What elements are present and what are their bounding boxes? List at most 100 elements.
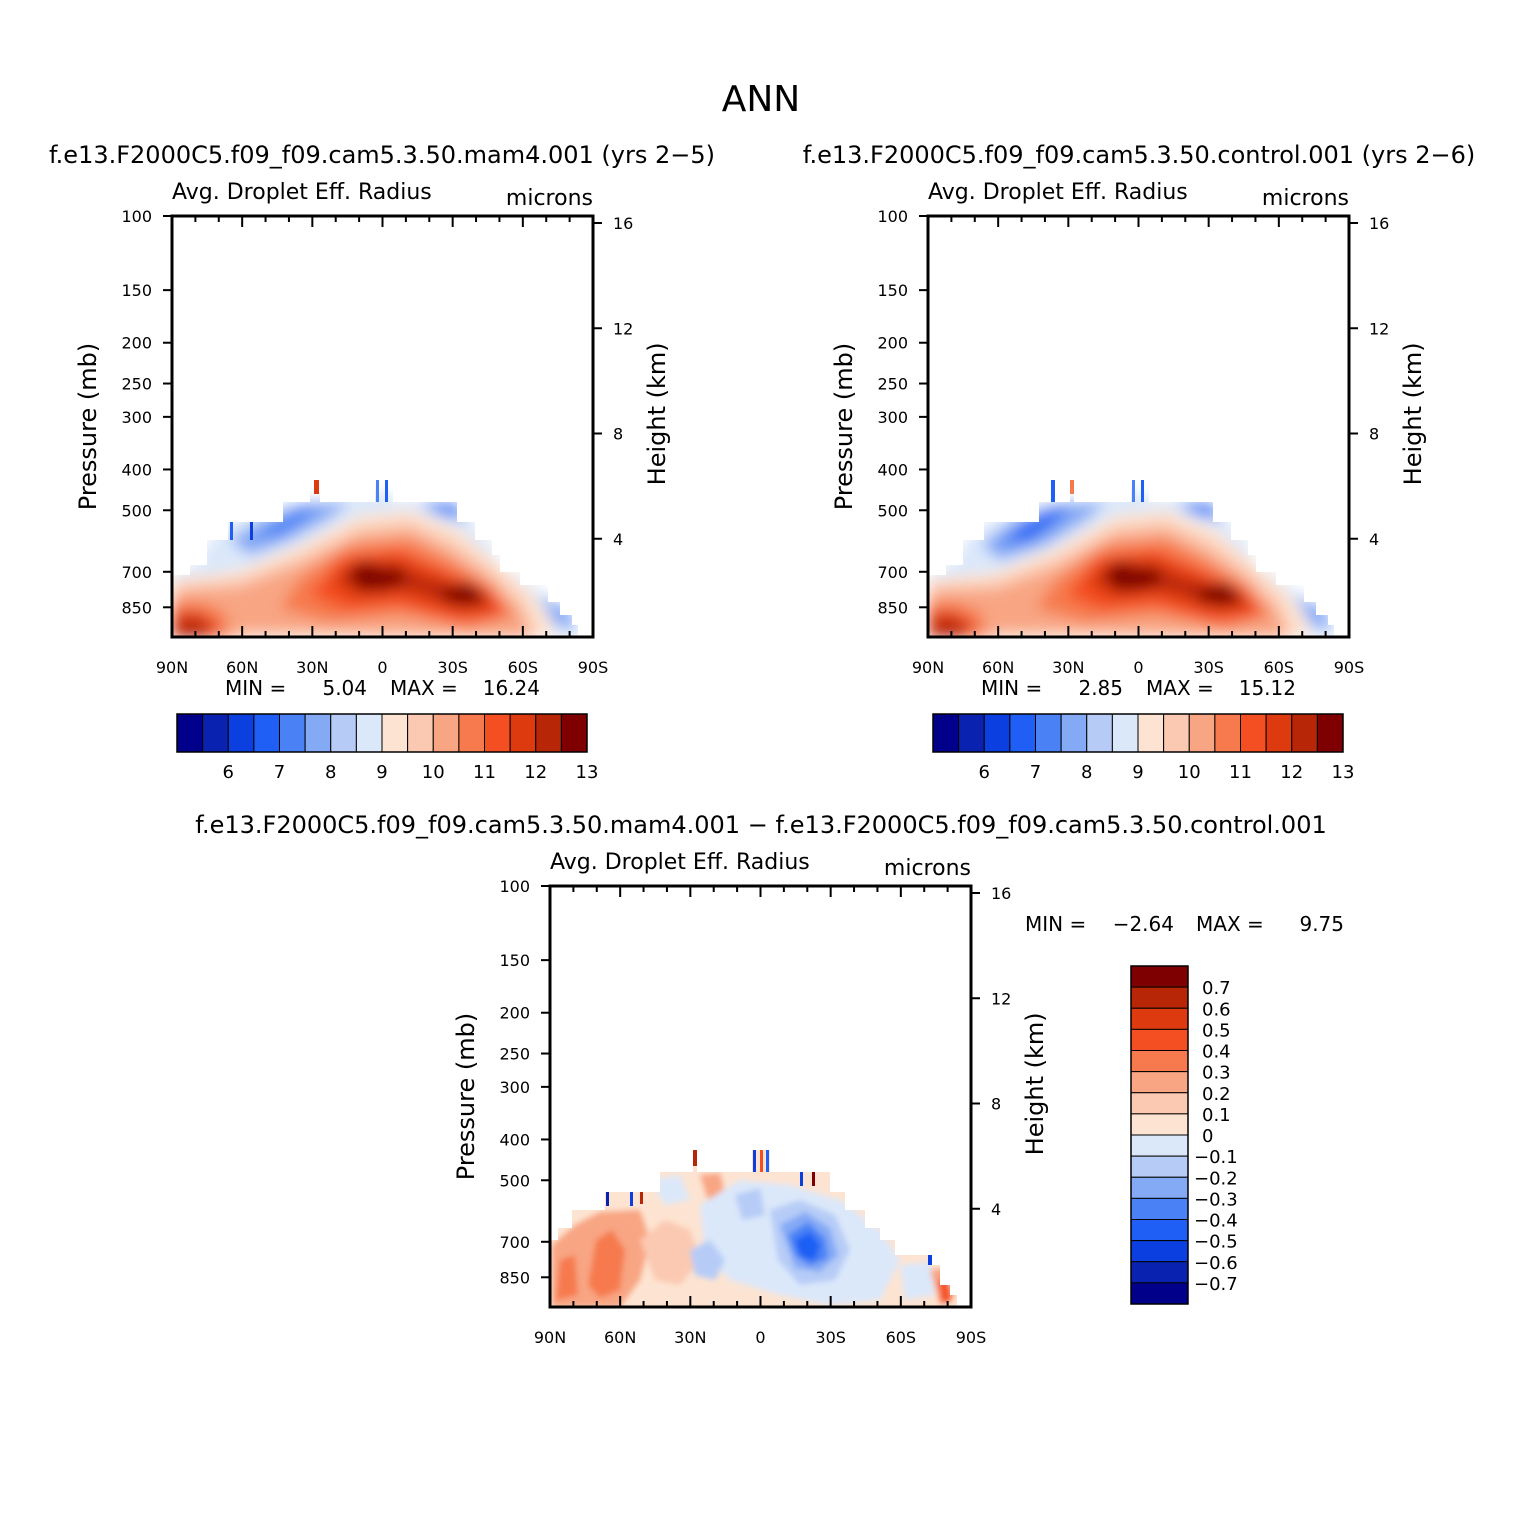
x-tick-label: 90S — [956, 1328, 987, 1347]
height-tick-label: 8 — [991, 1095, 1001, 1114]
field-a-blue-1 — [230, 502, 350, 555]
pressure-tick-label: 500 — [121, 501, 152, 520]
field-a-spike-3 — [385, 480, 388, 502]
field-c-spike-10 — [928, 1255, 932, 1265]
colorbar-swatch — [1240, 713, 1267, 753]
height-tick-label: 16 — [991, 884, 1011, 903]
colorbar-swatch — [958, 713, 985, 753]
colorbar-swatch — [1214, 713, 1241, 753]
pressure-axis-label: Pressure (mb) — [830, 343, 858, 510]
field-c-spike-3 — [760, 1150, 763, 1172]
panel-a-axes: 100 150 200 250 300 400 500 700 850 16 12 8 4 90N 60N 3… — [74, 180, 671, 677]
colorbar-tick-label: 13 — [576, 762, 599, 783]
colorbar-tick-label: 0.2 — [1202, 1084, 1231, 1105]
field-c-spike-2 — [753, 1150, 756, 1172]
height-tick-label: 16 — [1369, 214, 1389, 233]
colorbar-swatch — [1130, 1240, 1189, 1263]
panel-a-min-label: MIN = — [225, 676, 286, 700]
colorbar-swatch — [1130, 1197, 1189, 1220]
x-tick-label: 0 — [1133, 658, 1143, 677]
x-tick-label: 60N — [226, 658, 258, 677]
variable-label: Avg. Droplet Eff. Radius — [172, 180, 432, 205]
colorbar-swatch — [1163, 713, 1190, 753]
colorbar-swatch — [1060, 713, 1088, 753]
colorbar-tick-label: 10 — [422, 762, 445, 783]
field-c-warm-3 — [556, 1255, 578, 1300]
panel-c-max-value: 9.75 — [1299, 912, 1344, 936]
colorbar-tick-label: 9 — [376, 762, 387, 783]
x-tick-label: 60N — [982, 658, 1014, 677]
x-tick-label: 30N — [674, 1328, 706, 1347]
panel-b-max-label: MAX = — [1146, 676, 1214, 700]
field-a-core-1 — [348, 560, 408, 590]
panel-b-subtitle: f.e13.F2000C5.f09_f09.cam5.3.50.control.… — [803, 141, 1476, 169]
figure-title: ANN — [722, 79, 801, 120]
panel-c-field — [550, 886, 971, 1307]
x-tick-label: 90S — [578, 658, 609, 677]
panel-a-subtitle: f.e13.F2000C5.f09_f09.cam5.3.50.mam4.001… — [49, 141, 715, 169]
field-c-spike-9 — [812, 1172, 815, 1186]
colorbar-tick-label: 13 — [1332, 762, 1355, 783]
pressure-tick-label: 100 — [499, 877, 530, 896]
colorbar-tick-label: 12 — [524, 762, 547, 783]
colorbar-swatch — [1130, 965, 1189, 988]
colorbar-c: 0.70.60.50.40.30.20.10−0.1−0.2−0.3−0.4−0… — [1130, 965, 1238, 1305]
colorbar-tick-label: 0.4 — [1202, 1042, 1231, 1063]
colorbar-swatch — [1291, 713, 1318, 753]
field-c-spike-8 — [800, 1172, 803, 1186]
field-c-mask-topography — [550, 886, 971, 1307]
colorbar-tick-label: 6 — [223, 762, 234, 783]
x-tick-label: 30S — [1193, 658, 1224, 677]
colorbar-tick-label: 9 — [1132, 762, 1143, 783]
field-b-core-2 — [1196, 582, 1244, 606]
x-tick-label: 0 — [755, 1328, 765, 1347]
pressure-tick-label: 150 — [121, 281, 152, 300]
field-b-core-1 — [1104, 560, 1164, 590]
height-tick-label: 12 — [613, 319, 633, 338]
colorbar-swatch — [1137, 713, 1165, 753]
colorbar-swatch — [304, 713, 332, 753]
height-axis-label: Height (km) — [1021, 1012, 1049, 1155]
colorbar-tick-label: 0 — [1202, 1126, 1213, 1147]
field-a-spike-5 — [250, 522, 253, 540]
field-b-low-4 — [931, 620, 966, 637]
colorbar-tick-label: 10 — [1178, 762, 1201, 783]
colorbar-swatch — [330, 713, 357, 753]
colorbar-tick-label: 0.5 — [1202, 1020, 1231, 1041]
panel-b-min-value: 2.85 — [1078, 676, 1123, 700]
field-b-spike-1 — [1051, 480, 1055, 502]
panel-b-field — [928, 216, 1349, 637]
colorbar-swatch — [1130, 1219, 1189, 1242]
units-label: microns — [1262, 186, 1349, 211]
field-a-core-2 — [440, 582, 488, 606]
panel-a-max-value: 16.24 — [483, 676, 540, 700]
height-axis-label: Height (km) — [1399, 342, 1427, 485]
colorbar-swatch — [1130, 1071, 1189, 1094]
field-a-blue-4 — [540, 595, 578, 630]
pressure-tick-label: 200 — [877, 334, 908, 353]
colorbar-swatch — [1130, 1155, 1189, 1178]
colorbar-swatch — [202, 713, 229, 753]
pressure-tick-label: 500 — [877, 501, 908, 520]
colorbar-tick-label: 7 — [274, 762, 285, 783]
field-a-blue-2 — [255, 503, 320, 538]
x-tick-label: 90N — [534, 1328, 566, 1347]
pressure-tick-label: 850 — [499, 1268, 530, 1287]
colorbar-swatch — [932, 713, 960, 753]
diff-title: f.e13.F2000C5.f09_f09.cam5.3.50.mam4.001… — [195, 811, 1326, 839]
field-c-warm-6 — [700, 1173, 725, 1200]
pressure-tick-label: 300 — [121, 408, 152, 427]
colorbar-b: 6 7 8 9 10 11 12 13 — [932, 713, 1355, 783]
colorbar-tick-label: 6 — [979, 762, 990, 783]
colorbar-tick-label: 0.1 — [1202, 1105, 1231, 1126]
x-tick-label: 90N — [912, 658, 944, 677]
colorbar-tick-label: 0.6 — [1202, 999, 1231, 1020]
colorbar-swatch — [432, 713, 460, 753]
colorbar-swatch — [253, 713, 280, 753]
pressure-tick-label: 100 — [121, 207, 152, 226]
pressure-tick-label: 250 — [499, 1045, 530, 1064]
panel-a: 100 150 200 250 300 400 500 700 850 16 12 8 4 90N 60N 3… — [74, 180, 671, 677]
units-label: microns — [506, 186, 593, 211]
colorbar-frame — [176, 713, 588, 753]
field-b-blue-3 — [1006, 505, 1061, 540]
